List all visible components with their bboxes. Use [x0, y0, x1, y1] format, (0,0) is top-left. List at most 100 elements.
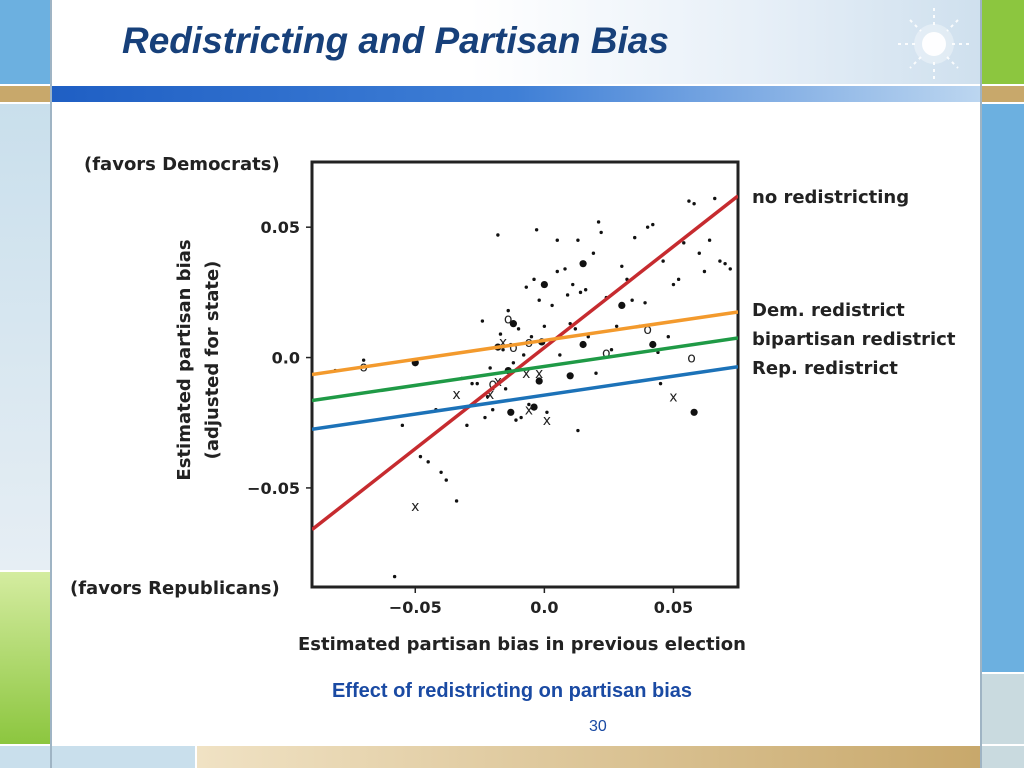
data-point: [643, 301, 647, 305]
series-line: [312, 194, 738, 532]
data-point: [576, 428, 580, 433]
data-point: [676, 277, 681, 282]
data-point-large: [690, 408, 698, 416]
data-point: [671, 282, 676, 287]
data-point: [645, 225, 650, 229]
marker-x: x: [411, 499, 419, 515]
frame-right-blue-column: [982, 104, 1024, 672]
frame-bar-right-cap: [982, 86, 1024, 102]
marker-x: x: [543, 413, 551, 429]
data-point: [596, 220, 601, 224]
data-point-large: [579, 340, 587, 349]
marker-o: o: [504, 311, 513, 327]
data-point: [707, 238, 712, 242]
bottom-annotation: (favors Republicans): [70, 578, 280, 599]
data-point: [439, 470, 443, 474]
data-point: [702, 269, 707, 274]
data-point-large: [530, 403, 538, 411]
series-line: [312, 310, 738, 377]
data-point: [480, 319, 485, 323]
data-point: [392, 574, 397, 579]
marker-x: x: [535, 366, 543, 382]
data-point: [563, 267, 567, 271]
frame-bottom-right-block: [982, 746, 1024, 768]
data-point: [537, 298, 541, 302]
data-point: [444, 478, 448, 482]
marker-x: x: [486, 387, 494, 403]
data-point: [565, 293, 570, 297]
data-point-large: [579, 260, 587, 268]
series-label: bipartisan redistrict: [752, 329, 956, 350]
y-tick-label: −0.05: [247, 479, 300, 498]
frame-right-rule: [980, 0, 982, 768]
y-tick-label: 0.0: [272, 349, 300, 368]
data-point: [545, 410, 549, 415]
data-point: [687, 199, 691, 203]
frame-bottom-left-block: [0, 746, 195, 768]
series-line: [312, 336, 738, 403]
data-point: [488, 366, 492, 370]
data-point-large: [535, 377, 543, 385]
sparkle-icon: [898, 8, 972, 80]
data-point-large: [509, 320, 517, 328]
data-point: [658, 381, 663, 386]
partisan-bias-chart: (favors Democrats) (favors Republicans) …: [70, 154, 956, 655]
data-point: [426, 460, 430, 464]
marker-x: x: [669, 390, 677, 406]
frame-top-right-block: [982, 0, 1024, 84]
data-point: [527, 402, 531, 407]
frame-right-grey-column: [982, 674, 1024, 744]
marker-x: x: [452, 387, 460, 403]
data-point: [511, 361, 516, 365]
data-point: [454, 499, 459, 503]
data-point: [578, 290, 583, 295]
frame-left-column: [0, 104, 50, 570]
data-point: [599, 230, 603, 235]
x-tick-label: −0.05: [389, 598, 442, 617]
data-point-large: [649, 340, 657, 349]
data-point: [524, 285, 528, 289]
data-point: [418, 454, 423, 459]
data-point: [542, 324, 547, 328]
data-point: [470, 381, 474, 386]
data-point: [522, 353, 526, 357]
data-point: [666, 334, 670, 339]
slide-title: Redistricting and Partisan Bias: [122, 20, 669, 61]
data-point: [555, 269, 559, 274]
data-point: [506, 308, 510, 313]
frame-left-green-block: [0, 572, 50, 744]
data-point: [661, 259, 665, 263]
data-point: [465, 423, 469, 428]
data-point: [591, 251, 596, 255]
data-point: [400, 423, 405, 428]
page-number: 30: [589, 718, 607, 735]
data-point: [485, 394, 490, 399]
data-point: [491, 407, 495, 412]
data-point: [532, 277, 536, 282]
marker-o: o: [687, 351, 696, 367]
x-axis-label: Estimated partisan bias in previous elec…: [298, 634, 746, 655]
data-point: [630, 298, 634, 302]
data-point: [571, 282, 575, 287]
marker-o: o: [643, 322, 652, 338]
data-point: [558, 353, 562, 357]
series-line: [312, 364, 738, 431]
data-point: [361, 358, 366, 362]
data-point: [519, 415, 523, 420]
series-label: Rep. redistrict: [752, 358, 898, 379]
marker-o: o: [509, 340, 518, 356]
data-point: [555, 238, 559, 242]
data-point: [534, 228, 539, 232]
data-point-large: [618, 301, 626, 310]
data-point: [718, 259, 722, 263]
marker-o: o: [488, 377, 497, 393]
frame-left-rule: [50, 0, 52, 768]
data-point-large: [540, 280, 548, 289]
data-point: [550, 303, 554, 308]
data-point: [529, 334, 534, 339]
data-point: [483, 415, 487, 420]
frame-top-left-block: [0, 0, 50, 84]
data-point: [586, 334, 590, 339]
data-point: [498, 332, 503, 336]
data-point: [496, 233, 500, 237]
